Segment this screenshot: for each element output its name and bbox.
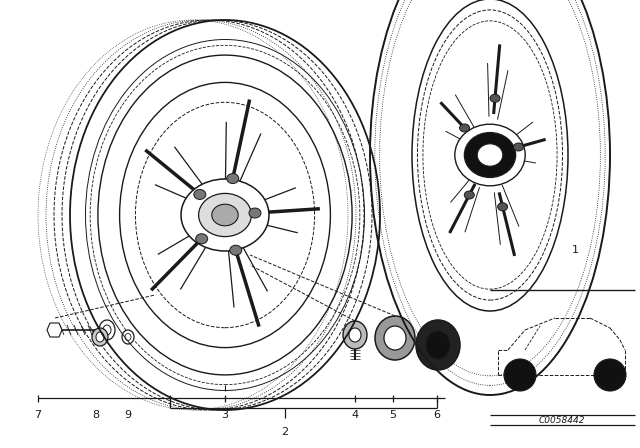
Ellipse shape <box>343 321 367 349</box>
Ellipse shape <box>198 194 252 237</box>
Ellipse shape <box>99 320 115 340</box>
Text: 6: 6 <box>433 410 440 420</box>
Ellipse shape <box>416 320 460 370</box>
Ellipse shape <box>92 328 108 346</box>
Ellipse shape <box>194 190 206 199</box>
Ellipse shape <box>490 94 500 102</box>
Ellipse shape <box>230 245 242 255</box>
Ellipse shape <box>455 124 525 186</box>
Ellipse shape <box>196 234 208 244</box>
Ellipse shape <box>375 316 415 360</box>
Text: 5: 5 <box>390 410 397 420</box>
Text: 7: 7 <box>35 410 42 420</box>
Ellipse shape <box>212 204 238 226</box>
Text: C0058442: C0058442 <box>539 415 585 425</box>
Ellipse shape <box>122 330 134 344</box>
Ellipse shape <box>227 173 239 184</box>
Ellipse shape <box>513 143 524 151</box>
Ellipse shape <box>249 208 261 218</box>
Text: 2: 2 <box>282 427 289 437</box>
Text: 3: 3 <box>221 410 228 420</box>
Ellipse shape <box>384 326 406 350</box>
Ellipse shape <box>498 203 508 211</box>
Ellipse shape <box>181 179 269 251</box>
Ellipse shape <box>96 332 104 342</box>
Ellipse shape <box>349 328 361 342</box>
Polygon shape <box>47 323 62 337</box>
Ellipse shape <box>464 191 474 199</box>
Text: 1: 1 <box>572 245 579 255</box>
Ellipse shape <box>594 359 626 391</box>
Text: 9: 9 <box>124 410 132 420</box>
Text: 8: 8 <box>92 410 100 420</box>
Text: 4: 4 <box>351 410 358 420</box>
Ellipse shape <box>465 133 516 177</box>
Ellipse shape <box>477 144 503 166</box>
Ellipse shape <box>426 331 450 359</box>
Ellipse shape <box>460 124 470 132</box>
Ellipse shape <box>504 359 536 391</box>
